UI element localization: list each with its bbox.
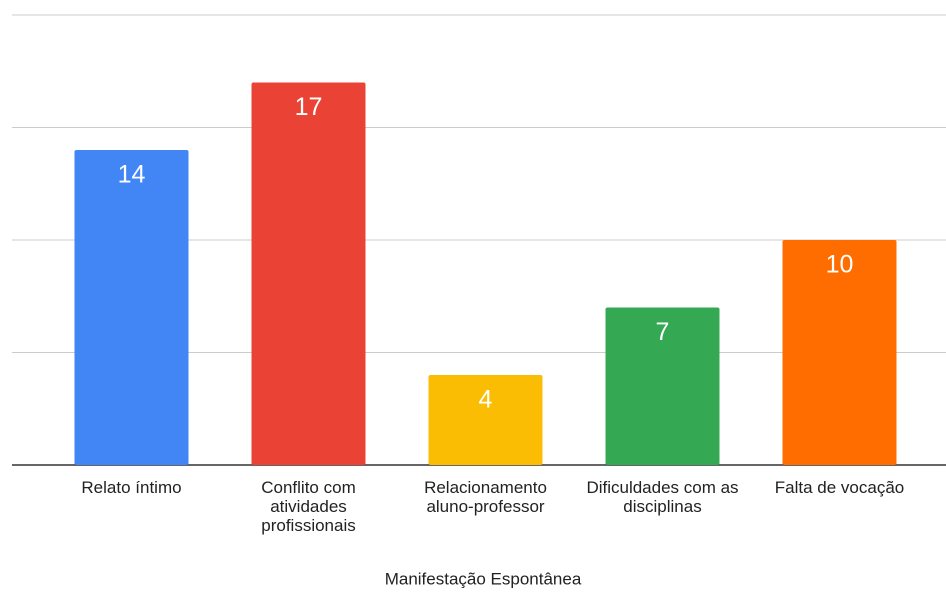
data-label: 10: [826, 251, 854, 279]
bar: [605, 307, 720, 465]
x-tick-label: Dificuldades com as disciplinas: [586, 478, 739, 516]
data-label: 7: [656, 318, 670, 346]
bar: [428, 375, 543, 465]
x-tick-label: Relacionamento aluno-professor: [424, 478, 547, 516]
data-label: 4: [479, 386, 493, 414]
x-axis-title: Manifestação Espontânea: [385, 569, 582, 588]
bar: [251, 82, 366, 465]
x-tick-label: Falta de vocação: [774, 478, 905, 497]
bar: [782, 240, 897, 465]
x-tick-label: Relato íntimo: [81, 478, 182, 497]
bar: [74, 150, 189, 465]
data-label: 17: [295, 93, 323, 121]
x-tick-label: Conflito com atividades profissionais: [261, 478, 356, 535]
data-label: 14: [118, 161, 146, 189]
